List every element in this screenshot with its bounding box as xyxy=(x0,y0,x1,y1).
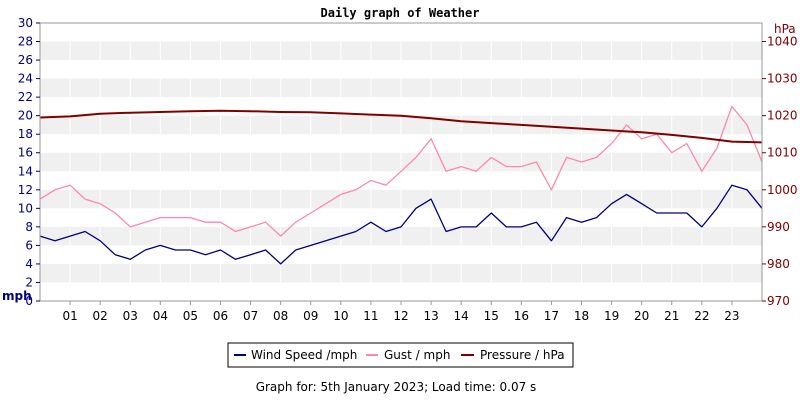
left-tick-label: 4 xyxy=(25,257,33,271)
plot-area xyxy=(39,105,763,265)
bottom-tick-label: 23 xyxy=(724,309,739,323)
bottom-tick-label: 12 xyxy=(393,309,408,323)
bottom-tick-label: 01 xyxy=(62,309,77,323)
bottom-tick-label: 17 xyxy=(544,309,559,323)
legend-label-wind: Wind Speed /mph xyxy=(251,348,357,362)
chart-title: Daily graph of Weather xyxy=(321,6,480,20)
right-tick-label: 1020 xyxy=(767,109,798,123)
left-tick-label: 30 xyxy=(18,16,33,30)
left-tick-label: 10 xyxy=(18,201,33,215)
bottom-tick-label: 05 xyxy=(183,309,198,323)
left-tick-label: 22 xyxy=(18,90,33,104)
bottom-tick-label: 14 xyxy=(454,309,469,323)
bottom-tick-label: 07 xyxy=(243,309,258,323)
bottom-tick-label: 15 xyxy=(484,309,499,323)
left-tick-label: 8 xyxy=(25,220,33,234)
right-tick-label: 990 xyxy=(767,220,790,234)
series-line-wind-speed xyxy=(39,184,763,265)
left-tick-label: 14 xyxy=(18,164,33,178)
right-axis-ticks: 970 980 990 1000 1010 1020 1030 1040 xyxy=(762,35,798,308)
right-tick-label: 1030 xyxy=(767,72,798,86)
right-tick-label: 980 xyxy=(767,257,790,271)
bottom-tick-label: 02 xyxy=(93,309,108,323)
right-tick-label: 1010 xyxy=(767,146,798,160)
left-axis-unit: mph xyxy=(2,289,32,303)
left-tick-label: 18 xyxy=(18,127,33,141)
left-tick-label: 6 xyxy=(25,238,33,252)
bottom-tick-label: 09 xyxy=(303,309,318,323)
bottom-tick-label: 04 xyxy=(153,309,168,323)
left-tick-label: 24 xyxy=(18,72,33,86)
bottom-tick-label: 20 xyxy=(634,309,649,323)
bottom-tick-label: 19 xyxy=(604,309,619,323)
left-tick-label: 2 xyxy=(25,275,33,289)
bottom-tick-label: 08 xyxy=(273,309,288,323)
bottom-tick-label: 11 xyxy=(363,309,378,323)
bottom-tick-label: 22 xyxy=(694,309,709,323)
legend-label-gust: Gust / mph xyxy=(384,348,450,362)
legend: Wind Speed /mph Gust / mph Pressure / hP… xyxy=(227,342,574,368)
bottom-tick-label: 03 xyxy=(123,309,138,323)
left-tick-label: 16 xyxy=(18,146,33,160)
right-tick-label: 1040 xyxy=(767,35,798,49)
bottom-tick-label: 10 xyxy=(333,309,348,323)
series-line-pressure xyxy=(39,109,763,144)
right-axis-unit: hPa xyxy=(774,22,796,36)
left-tick-label: 12 xyxy=(18,183,33,197)
left-tick-label: 0 xyxy=(25,294,33,308)
right-tick-label: 1000 xyxy=(767,183,798,197)
footer-caption: Graph for: 5th January 2023; Load time: … xyxy=(256,380,537,394)
bottom-tick-label: 21 xyxy=(664,309,679,323)
legend-box xyxy=(227,342,574,368)
bottom-axis-ticks: 01 02 03 04 05 06 07 08 09 10 11 12 13 14 15 16 17 18 19 20… xyxy=(62,301,740,323)
bottom-tick-label: 18 xyxy=(574,309,589,323)
series-line-gust xyxy=(39,105,763,237)
right-tick-label: 970 xyxy=(767,294,790,308)
left-tick-label: 20 xyxy=(18,109,33,123)
bottom-tick-label: 16 xyxy=(514,309,529,323)
legend-label-pressure: Pressure / hPa xyxy=(480,348,565,362)
bottom-tick-label: 06 xyxy=(213,309,228,323)
left-tick-label: 26 xyxy=(18,53,33,67)
grid-bands xyxy=(40,23,762,301)
left-tick-label: 28 xyxy=(18,35,33,49)
bottom-tick-label: 13 xyxy=(423,309,438,323)
